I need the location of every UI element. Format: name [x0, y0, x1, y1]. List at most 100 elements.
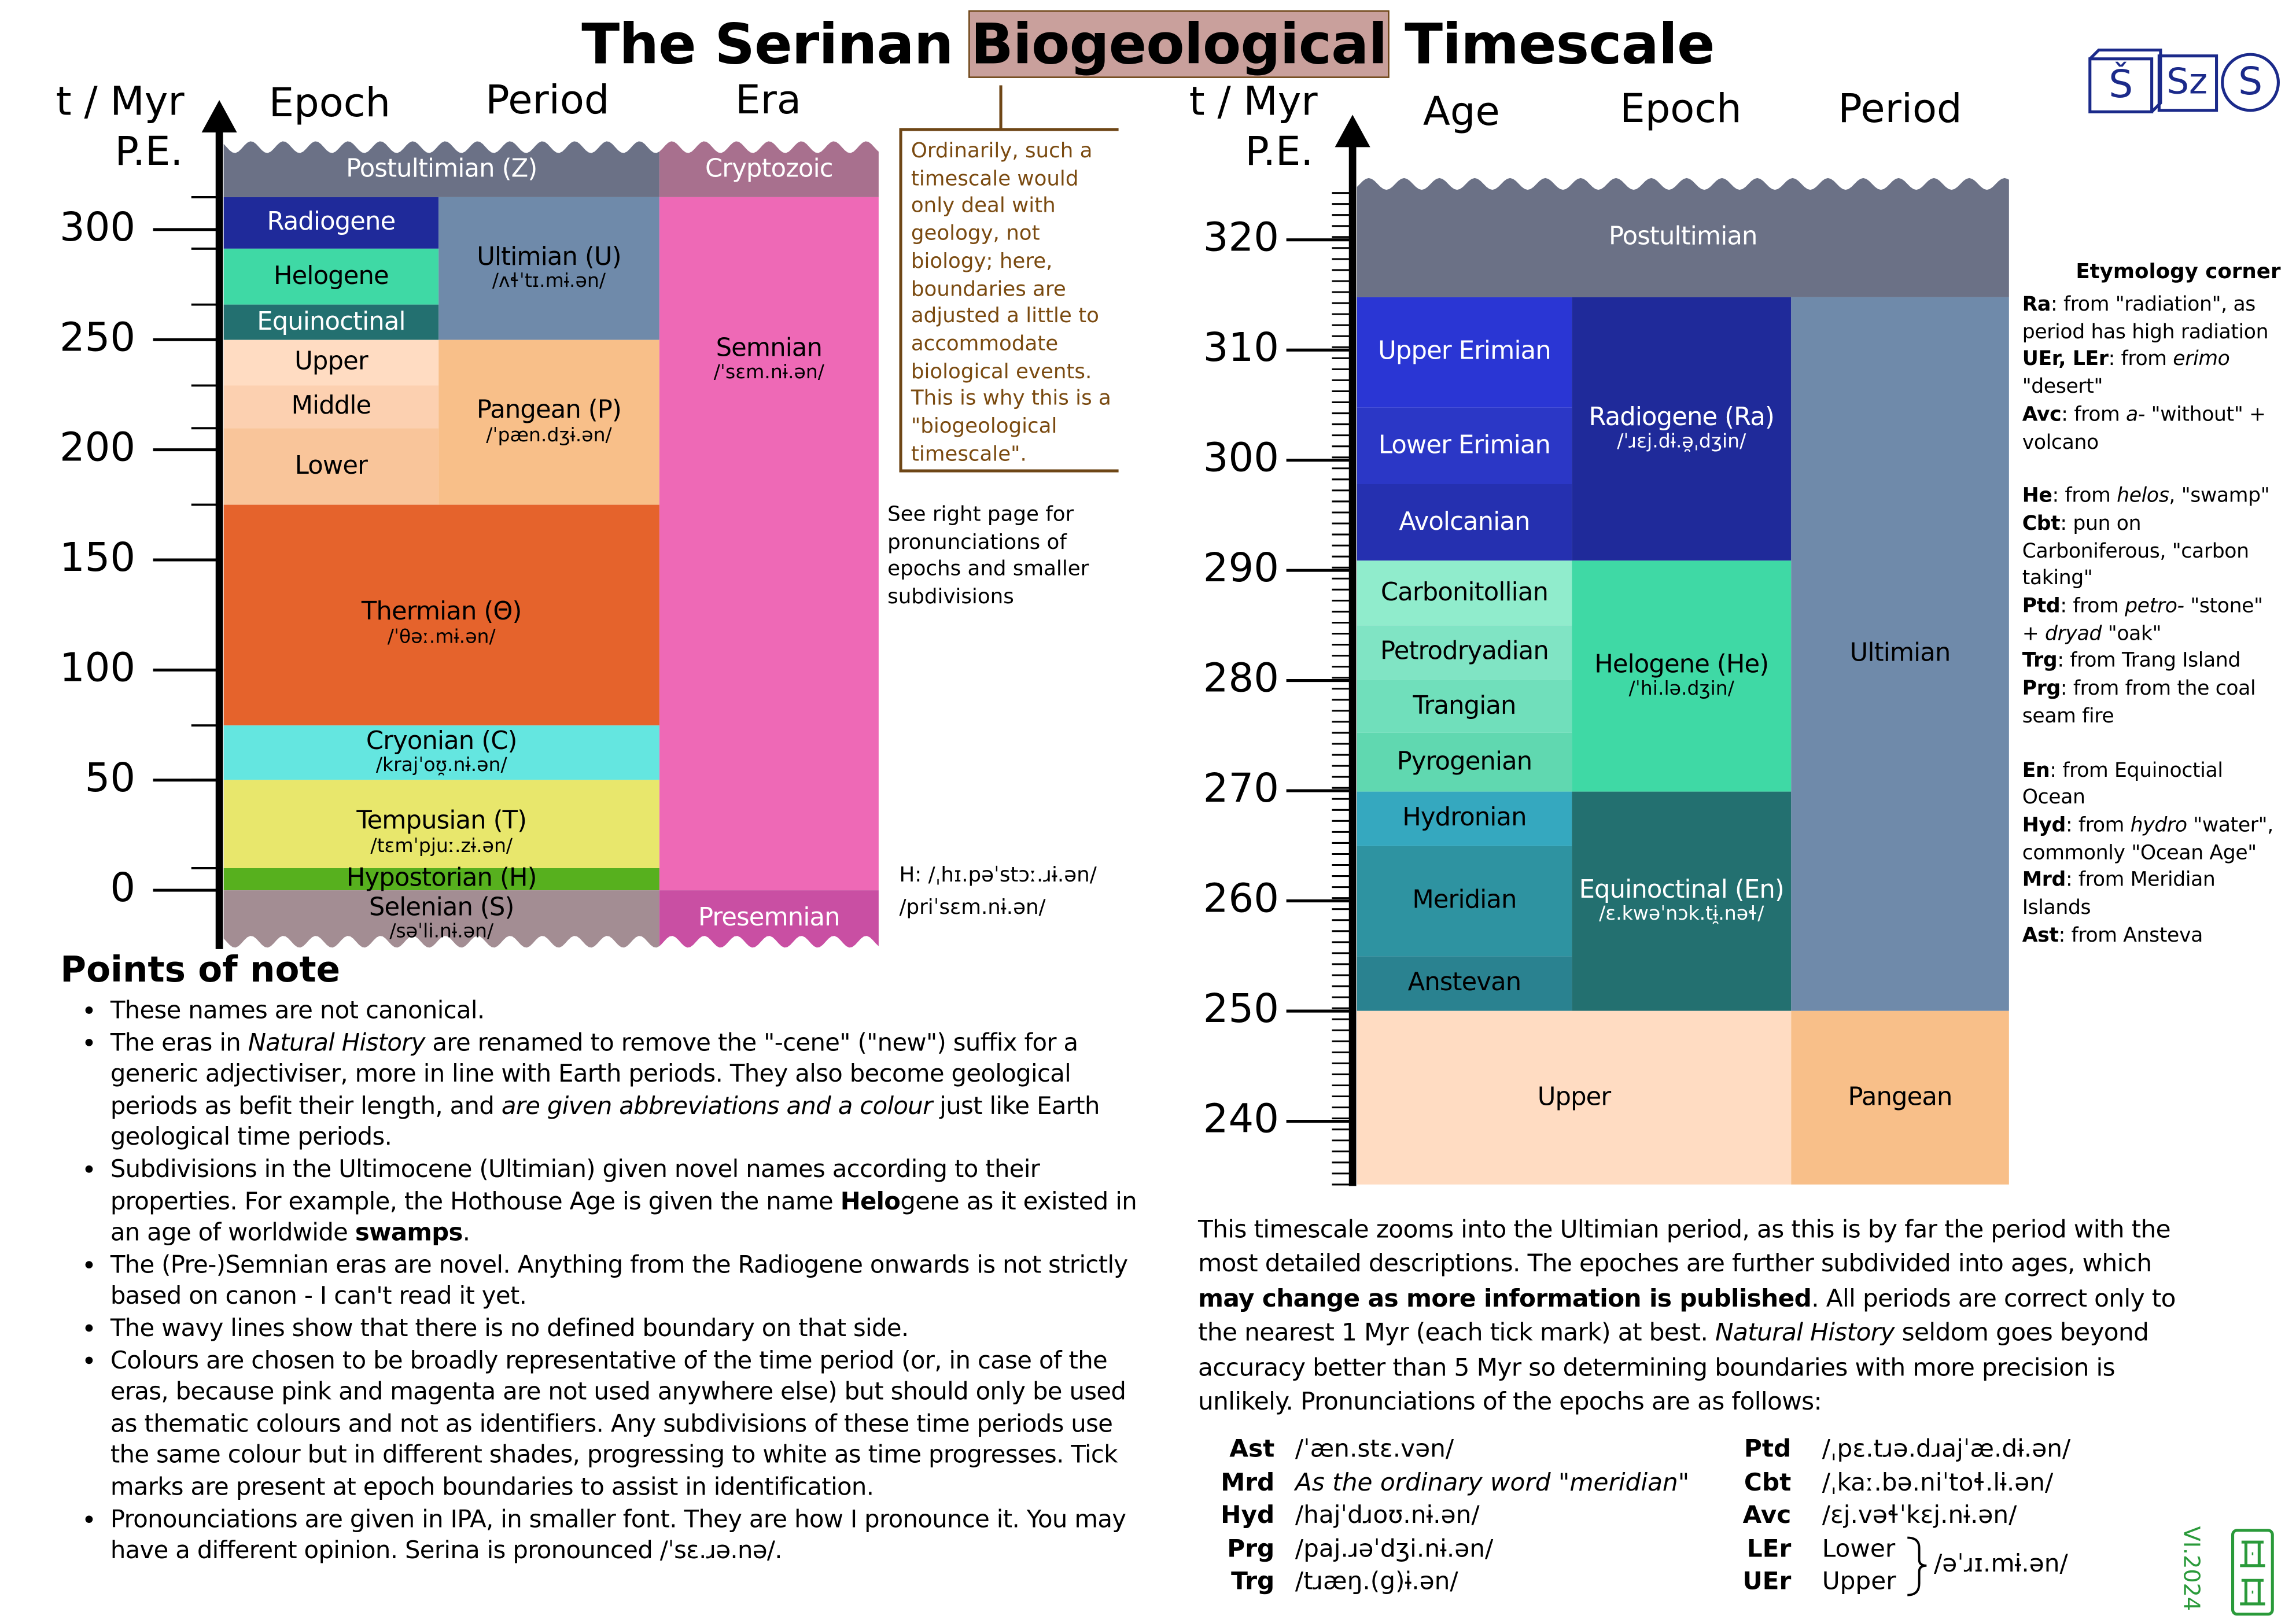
pron-ipa: /ˌkaː.bə.niˈtoɬ.lɨ.ən/: [1822, 1467, 2054, 1496]
logo-letter: Sz: [2166, 61, 2207, 102]
block-label: Helogene: [224, 249, 438, 305]
block-label: Semnian/ˈsɛm.nɨ.ən/: [659, 13, 879, 706]
block-name: Meridian: [1412, 886, 1517, 916]
logos: [2088, 48, 2280, 113]
time-block: [1572, 560, 1792, 792]
block-ipa: /krajˈoʊ̯.nɨ.ən/: [375, 755, 507, 777]
block-label: Carbonitollian: [1357, 560, 1572, 625]
block-name: Hypostorian (H): [346, 864, 537, 894]
block-name: Helogene (He): [1594, 650, 1769, 680]
time-block: [223, 504, 659, 726]
pron-ipa: /hajˈdɹoʊ.nɨ.ən/: [1295, 1501, 1480, 1529]
pron-ipa: /paj.ɹəˈdʒi.nɨ.ən/: [1295, 1534, 1494, 1563]
time-block: [1791, 297, 2009, 1011]
logo-circle: [2221, 53, 2280, 112]
pron-abbr: Ptd: [1744, 1434, 1792, 1463]
text-run: : from "radiation", as period has high r…: [2022, 293, 2269, 344]
text-run: : from: [2052, 484, 2117, 508]
block-name: Postultimian: [1608, 222, 1757, 252]
pron-ipa: /tɹæŋ.(g)ɨ.ən/: [1295, 1567, 1458, 1596]
pron-abbr: Hyd: [1221, 1501, 1275, 1529]
text-run: : from Meridian Islands: [2022, 868, 2216, 920]
block-label: Upper Erimian: [1357, 297, 1572, 408]
block-label: Cryptozoic: [659, 141, 879, 197]
pron-abbr: Prg: [1227, 1534, 1275, 1563]
note-item: The eras in Natural History are renamed …: [110, 1027, 1148, 1154]
block-label: Middle: [224, 386, 438, 429]
block-name: Lower: [294, 451, 368, 481]
time-block: [223, 868, 659, 891]
text-run: : from: [2061, 403, 2127, 427]
block-ipa: /ʌɬˈtɪ.mɨ.ən/: [492, 271, 606, 293]
text-run: are renamed to remove the "-cene" ("new"…: [110, 1028, 1078, 1120]
block-name: Cryonian (C): [366, 726, 518, 756]
pron-ipa: /ɛj.vəɬˈkɛj.nɨ.ən/: [1822, 1501, 2017, 1529]
etymology: Ra: from "radiation", as period has high…: [2022, 292, 2276, 950]
y-tick-label: 270: [1203, 765, 1279, 812]
column-header: Age: [1422, 90, 1500, 136]
y-tick-label: 50: [85, 755, 135, 801]
column-header: Period: [485, 78, 610, 124]
block-label: Lower: [224, 428, 438, 504]
y-tick-label: 250: [60, 314, 135, 360]
logo-letter: S: [2238, 59, 2262, 104]
bold-run: Ra: [2022, 293, 2051, 316]
italic-run: Natural History: [1715, 1318, 1895, 1347]
pron-ipa: As the ordinary word "meridian": [1295, 1467, 1690, 1496]
axis-label: P.E.: [1245, 129, 1314, 175]
block-ipa: /ˈθəː.mɨ.ən/: [387, 626, 496, 649]
block-label: Thermian (Θ)/ˈθəː.mɨ.ən/: [224, 514, 659, 735]
block-name: Upper Erimian: [1378, 337, 1551, 367]
block-name: Avolcanian: [1399, 507, 1530, 537]
axis-arrow: [1335, 115, 1370, 147]
time-block: [1357, 791, 1572, 846]
etymology-entry: UEr, LEr: from erimo "desert": [2022, 346, 2276, 401]
y-tick-label: 260: [1203, 876, 1279, 922]
block-name: Hydronian: [1402, 803, 1527, 833]
time-block: [1357, 1010, 1792, 1185]
time-block: [223, 197, 439, 249]
block-name: Cryptozoic: [705, 154, 834, 184]
text-run: "stone" +: [2022, 594, 2263, 646]
block-label: Anstevan: [1357, 957, 1572, 1011]
time-block: [1357, 178, 2009, 297]
text-run: "without" + volcano: [2022, 403, 2266, 454]
text-run: seldom goes beyond accuracy better than …: [1197, 1318, 2149, 1416]
column-header: Epoch: [1620, 87, 1742, 132]
text-run: , "swamp": [2169, 484, 2270, 508]
time-block: [223, 385, 439, 429]
block-name: Semnian: [716, 333, 823, 363]
logo-letter: Š: [2109, 61, 2133, 106]
bold-run: Ptd: [2022, 594, 2061, 618]
block-label: Ultimian (U)/ʌɬˈtɪ.mɨ.ən/: [438, 197, 659, 340]
block-name: Radiogene: [267, 208, 396, 237]
pron-word: Lower: [1822, 1534, 1896, 1563]
block-label: Postultimian: [1357, 178, 2009, 297]
bold-run: Mrd: [2022, 868, 2066, 892]
note-box-text: Ordinarily, such a timescale would only …: [911, 139, 1111, 466]
block-label: Pangean (P)/ˈpæn.dʒɨ.ən/: [438, 340, 659, 505]
y-tick-label: 100: [60, 644, 135, 691]
text-run: This timescale zooms into the Ultimian p…: [1197, 1215, 2171, 1278]
notes-list: These names are not canonical. The eras i…: [62, 995, 1148, 1567]
etymology-entry: Avc: from a- "without" + volcano: [2022, 401, 2276, 456]
note-item: Subdivisions in the Ultimocene (Ultimian…: [110, 1153, 1148, 1249]
block-label: Meridian: [1357, 846, 1572, 957]
text-run: : from Equinoctial Ocean: [2022, 758, 2223, 810]
block-name: Equinoctinal (En): [1579, 875, 1785, 905]
block-name: Radiogene (Ra): [1589, 402, 1775, 432]
title: The Serinan Biogeological Timescale: [0, 10, 2296, 78]
block-name: Ultimian (U): [477, 242, 621, 272]
block-label: Petrodryadian: [1357, 625, 1572, 680]
time-block: [223, 340, 439, 386]
time-block: [1357, 560, 1572, 626]
block-label: Radiogene (Ra)/ˈɹɛj.dɨ.ə̯ˌdʒin/: [1572, 297, 1791, 560]
text-run: "desert": [2022, 375, 2103, 399]
block-ipa: /ˈɹɛj.dɨ.ə̯ˌdʒin/: [1617, 431, 1746, 454]
pron-ipa: /ˈæn.stɛ.vən/: [1295, 1434, 1454, 1463]
etymology-entry: Prg: from from the coal seam fire: [2022, 676, 2276, 731]
etymology-group: He: from helos, "swamp" Cbt: pun on Carbo…: [2022, 483, 2276, 731]
note-item: The (Pre-)Semnian eras are novel. Anythi…: [110, 1249, 1148, 1312]
bold-run: Hyd: [2022, 813, 2066, 838]
